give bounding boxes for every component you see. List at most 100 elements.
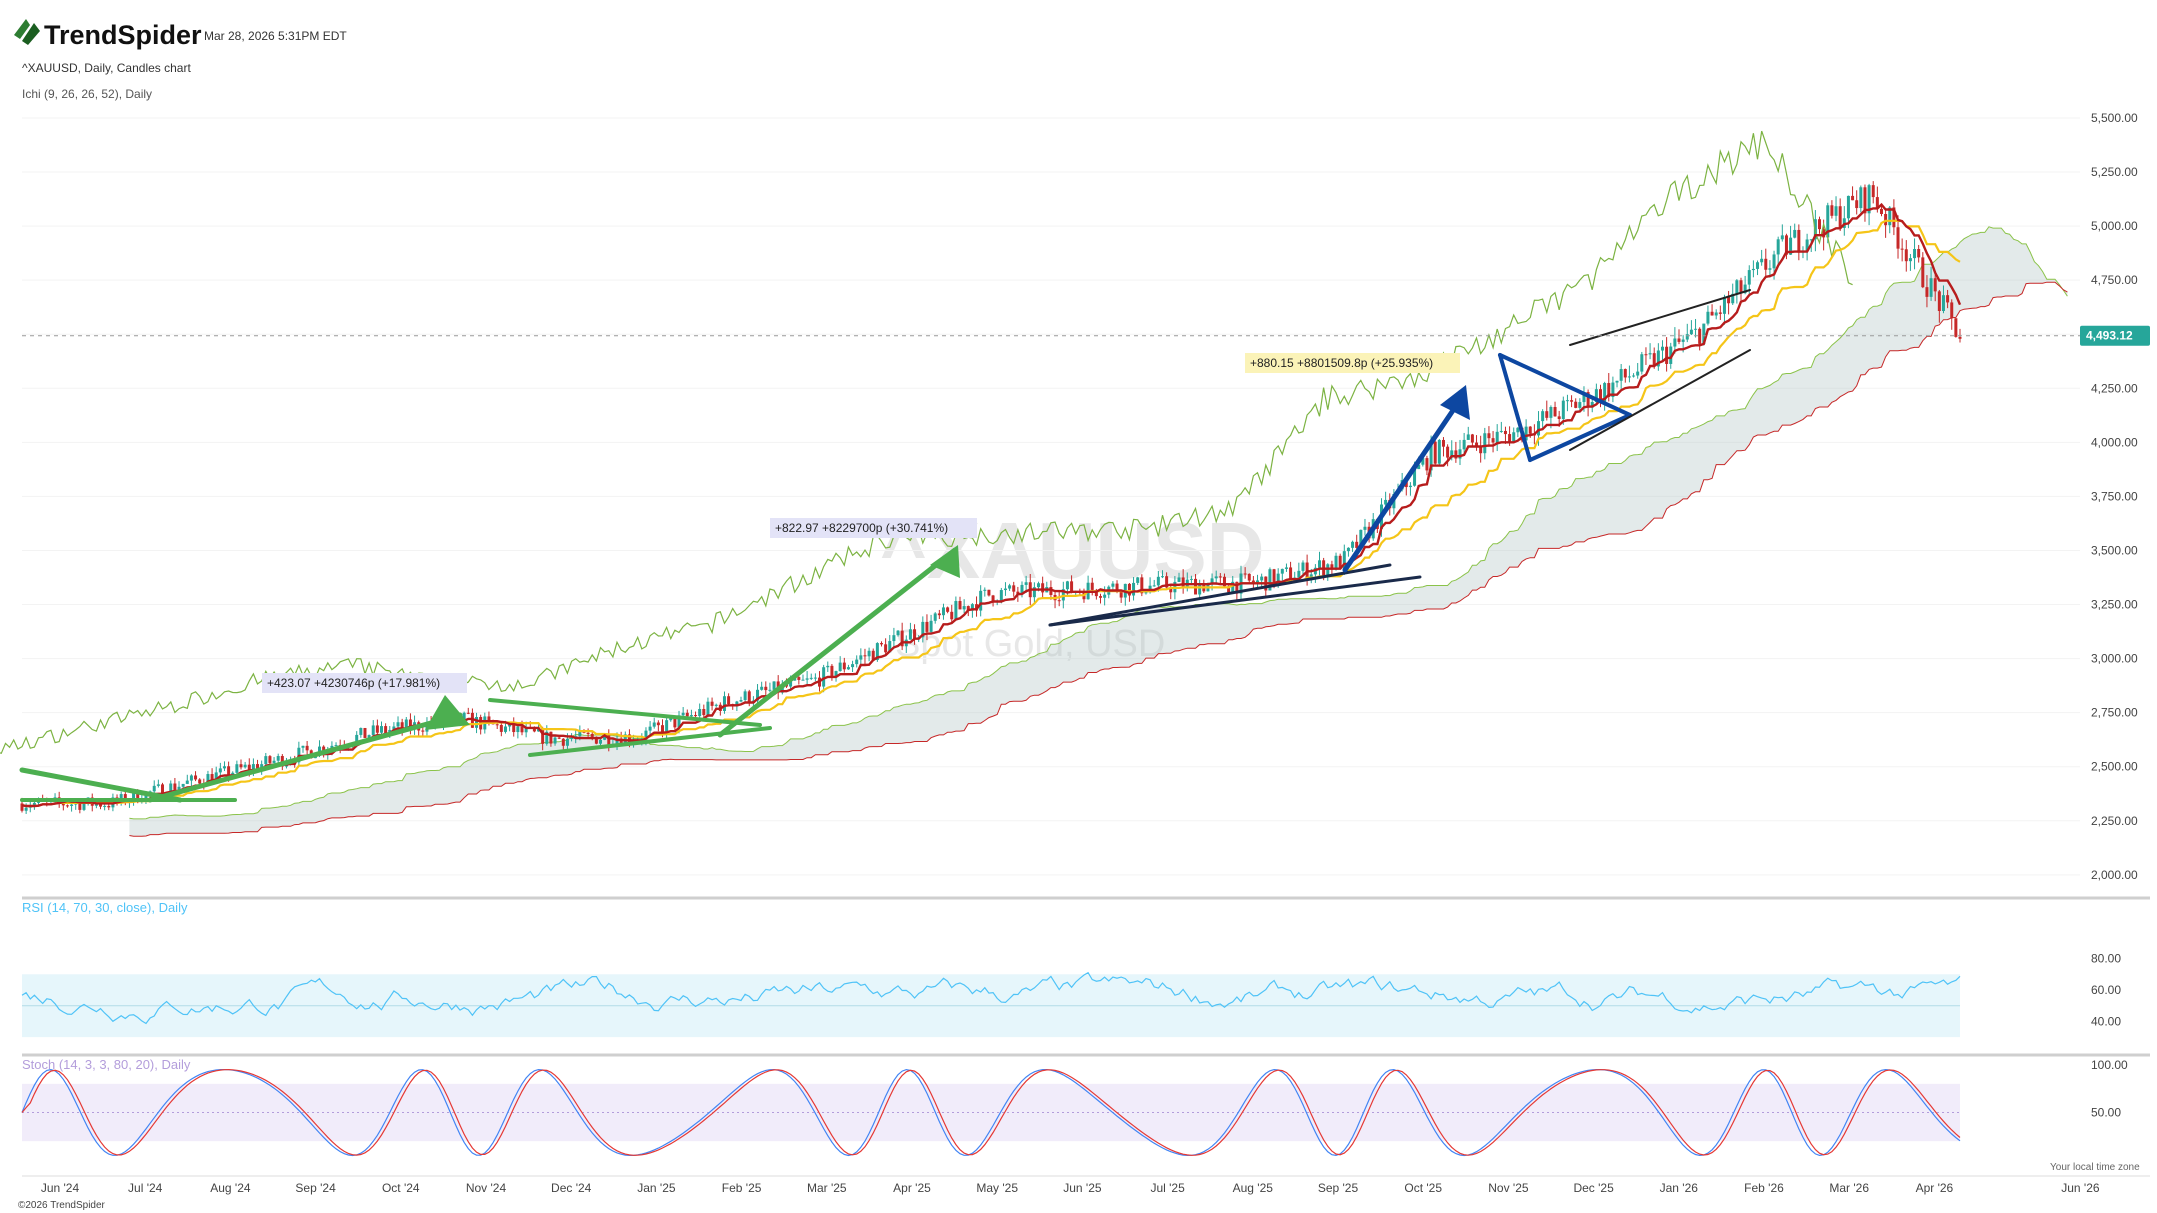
candle-body <box>1284 567 1288 569</box>
candle-body <box>466 712 470 714</box>
candle-body <box>222 766 226 769</box>
candle-body <box>768 689 772 691</box>
candle-body <box>1822 229 1826 238</box>
candle-body <box>747 691 751 703</box>
candle-body <box>925 621 929 632</box>
candle-body <box>983 589 987 591</box>
x-tick-label: Jul '25 <box>1150 1181 1185 1195</box>
candle-body <box>1487 433 1491 439</box>
candle-body <box>1892 207 1896 228</box>
candle-body <box>665 720 669 733</box>
candle-body <box>772 681 776 690</box>
candle-body <box>553 737 557 744</box>
candle-body <box>727 696 731 705</box>
x-tick-label: Dec '24 <box>551 1181 592 1195</box>
candle-body <box>1441 439 1445 447</box>
candle-body <box>1156 576 1160 586</box>
candle-body <box>1326 564 1330 576</box>
candle-body <box>756 689 760 701</box>
candle-body <box>871 650 875 660</box>
price-axis[interactable]: 2,000.00 2,250.00 2,500.00 2,750.00 3,000.00… <box>2091 111 2138 882</box>
candle-body <box>1334 555 1338 570</box>
rsi-label[interactable]: RSI (14, 70, 30, close), Daily <box>22 900 188 915</box>
candle-body <box>1702 323 1706 344</box>
candle-body <box>169 783 173 796</box>
candle-body <box>99 803 103 807</box>
candle-body <box>520 726 524 733</box>
candle-body <box>801 679 805 681</box>
candle-body <box>1024 582 1028 585</box>
candle-body <box>516 726 520 733</box>
candle-body <box>1421 458 1425 465</box>
candle-body <box>991 595 995 603</box>
candle-body <box>921 621 925 638</box>
candle-body <box>822 667 826 687</box>
candle-body <box>1648 353 1652 355</box>
symbol-line: ^XAUUSD, Daily, Candles chart <box>22 61 191 75</box>
candle-body <box>764 686 768 691</box>
candle-body <box>1722 296 1726 314</box>
annotation-text: +822.97 +8229700p (+30.741%) <box>775 521 948 535</box>
candle-body <box>1099 596 1103 598</box>
trend-line <box>488 698 762 727</box>
candle-body <box>1863 187 1867 214</box>
candle-body <box>1408 485 1412 488</box>
stoch-label[interactable]: Stoch (14, 3, 3, 80, 20), Daily <box>22 1057 191 1072</box>
candle-body <box>660 725 664 733</box>
candle-body <box>1917 249 1921 258</box>
candle-body <box>1553 407 1557 417</box>
candle-body <box>136 791 140 803</box>
candle-body <box>966 606 970 611</box>
trend-line <box>528 726 772 757</box>
time-axis[interactable]: Jun '24 Jul '24 Aug '24 Sep '24 Oct '24 Nov '… <box>41 1181 2100 1195</box>
candle-body <box>1446 446 1450 458</box>
candle-body <box>1954 318 1958 337</box>
candle-body <box>272 760 276 763</box>
candle-body <box>78 802 82 810</box>
candle-body <box>32 802 36 806</box>
candle-body <box>1925 287 1929 297</box>
candle-body <box>1714 312 1718 316</box>
drawing-annotations[interactable]: +423.07 +4230746p (+17.981%) +822.97 +822… <box>19 289 1751 803</box>
candle-body <box>1958 336 1962 339</box>
y-tick-label: 5,500.00 <box>2091 111 2138 125</box>
candle-body <box>1846 195 1850 219</box>
candle-body <box>1632 375 1636 377</box>
candle-body <box>1619 369 1623 381</box>
candle-body <box>1751 268 1755 271</box>
candle-body <box>334 745 338 747</box>
candle-body <box>900 630 904 647</box>
candle-body <box>1764 258 1768 270</box>
candle-body <box>735 701 739 707</box>
candle-body <box>1694 328 1698 330</box>
trend-line <box>1498 353 1532 462</box>
candle-body <box>1644 354 1648 356</box>
candle-body <box>603 734 607 740</box>
candle-body <box>1937 291 1941 311</box>
timezone-note[interactable]: Your local time zone <box>2050 1162 2140 1173</box>
candle-body <box>1231 581 1235 593</box>
candle-body <box>1008 585 1012 589</box>
candle-body <box>1929 278 1933 297</box>
candle-body <box>627 734 631 743</box>
candle-body <box>1041 583 1045 593</box>
trend-line <box>1569 349 1751 451</box>
candle-body <box>846 667 850 670</box>
candle-body <box>1169 587 1173 593</box>
x-tick-label: Mar '26 <box>1829 1181 1869 1195</box>
candle-body <box>929 620 933 632</box>
candle-body <box>946 607 950 612</box>
candle-body <box>1867 185 1871 214</box>
candle-body <box>404 719 408 730</box>
x-tick-label: Aug '24 <box>210 1181 251 1195</box>
candle-body <box>1677 338 1681 342</box>
candle-body <box>1268 569 1272 591</box>
candle-body <box>1032 587 1036 598</box>
candle-body <box>1177 577 1181 582</box>
candle-body <box>1462 439 1466 450</box>
candle-body <box>1516 427 1520 433</box>
arrow-head <box>425 695 470 730</box>
ichimoku-label[interactable]: Ichi (9, 26, 26, 52), Daily <box>22 87 152 101</box>
candle-body <box>1049 587 1053 595</box>
